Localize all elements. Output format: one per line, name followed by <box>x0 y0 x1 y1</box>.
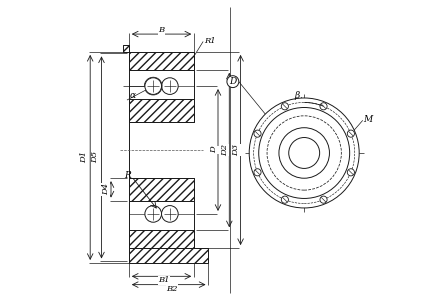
Text: α: α <box>129 91 136 100</box>
Text: D2: D2 <box>221 144 229 156</box>
Polygon shape <box>123 45 129 52</box>
Circle shape <box>320 103 327 110</box>
Text: D: D <box>210 147 218 153</box>
Circle shape <box>254 130 261 137</box>
Polygon shape <box>129 248 208 263</box>
Polygon shape <box>129 100 194 122</box>
Text: R1: R1 <box>204 37 215 45</box>
Polygon shape <box>129 178 194 200</box>
Circle shape <box>347 169 354 176</box>
Polygon shape <box>129 52 194 70</box>
Text: D3: D3 <box>232 144 240 156</box>
Circle shape <box>161 78 178 94</box>
Text: D1: D1 <box>80 152 88 164</box>
Text: D: D <box>229 77 236 86</box>
Circle shape <box>145 206 161 222</box>
Text: B1: B1 <box>158 276 170 284</box>
Circle shape <box>281 196 289 203</box>
Text: D5: D5 <box>91 152 99 164</box>
Circle shape <box>227 76 239 88</box>
Text: D4: D4 <box>102 183 109 195</box>
Text: β: β <box>294 91 300 100</box>
Circle shape <box>281 103 289 110</box>
Circle shape <box>279 128 330 178</box>
Circle shape <box>145 78 161 94</box>
Circle shape <box>161 206 178 222</box>
Text: B: B <box>158 26 165 34</box>
Text: B2: B2 <box>167 284 178 292</box>
Text: M: M <box>364 115 373 124</box>
Circle shape <box>254 169 261 176</box>
Circle shape <box>289 137 320 168</box>
Text: R: R <box>124 171 131 180</box>
Circle shape <box>347 130 354 137</box>
Circle shape <box>259 107 350 198</box>
Polygon shape <box>129 230 194 248</box>
Circle shape <box>320 196 327 203</box>
Circle shape <box>249 98 359 208</box>
